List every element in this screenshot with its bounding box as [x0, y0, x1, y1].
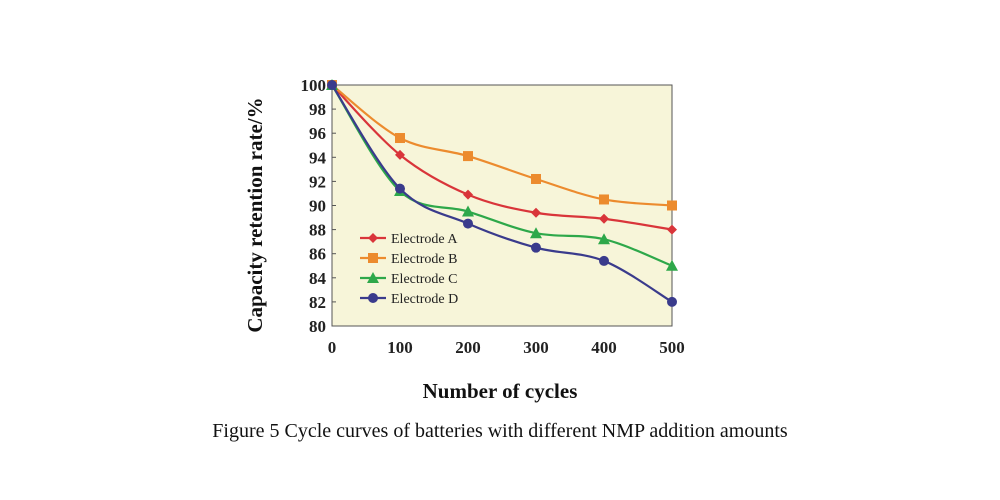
legend-marker-electrode-d — [368, 293, 378, 303]
y-tick-label: 92 — [309, 172, 326, 191]
data-point-electrode-b — [463, 151, 473, 162]
legend-label: Electrode D — [391, 292, 458, 307]
data-point-electrode-b — [395, 133, 405, 144]
legend-label: Electrode B — [391, 252, 457, 267]
data-point-electrode-c — [666, 259, 678, 271]
x-tick-label: 100 — [387, 338, 413, 357]
data-point-electrode-c — [530, 227, 542, 239]
y-tick-label: 100 — [301, 76, 327, 95]
y-tick-label: 90 — [309, 197, 326, 216]
y-tick-label: 96 — [309, 124, 326, 143]
x-tick-label: 0 — [328, 338, 337, 357]
y-tick-label: 86 — [309, 245, 326, 264]
y-tick-label: 82 — [309, 293, 326, 312]
legend-marker-electrode-a — [368, 233, 378, 243]
y-tick-label: 94 — [309, 148, 327, 167]
y-tick-label: 88 — [309, 221, 326, 240]
y-axis-label: Capacity retention rate/% — [243, 97, 267, 332]
y-tick-label: 84 — [309, 269, 327, 288]
data-point-electrode-b — [667, 200, 677, 211]
x-tick-label: 200 — [455, 338, 481, 357]
data-point-electrode-d — [395, 183, 405, 194]
x-axis-label: Number of cycles — [423, 379, 578, 403]
series-line-electrode-a — [331, 84, 673, 231]
x-tick-label: 400 — [591, 338, 617, 357]
data-point-electrode-c — [462, 205, 474, 217]
figure-caption: Figure 5 Cycle curves of batteries with … — [212, 420, 788, 442]
y-tick-label: 98 — [309, 100, 326, 119]
data-point-electrode-a — [395, 149, 405, 160]
series-line-electrode-b — [331, 84, 673, 207]
data-point-electrode-c — [598, 233, 610, 245]
data-point-electrode-d — [531, 242, 541, 253]
data-point-electrode-a — [531, 207, 541, 218]
data-point-electrode-d — [667, 296, 677, 307]
x-tick-label: 300 — [523, 338, 549, 357]
y-tick-label: 80 — [309, 317, 326, 336]
data-point-electrode-d — [463, 218, 473, 229]
legend-label: Electrode A — [391, 232, 458, 247]
data-point-electrode-a — [667, 224, 677, 235]
data-point-electrode-b — [531, 173, 541, 184]
data-point-electrode-a — [599, 213, 609, 224]
data-point-electrode-b — [599, 194, 609, 205]
x-tick-label: 500 — [659, 338, 685, 357]
data-point-electrode-a — [463, 189, 473, 200]
legend-marker-electrode-b — [368, 253, 378, 263]
data-point-electrode-d — [327, 80, 337, 90]
data-point-electrode-d — [599, 255, 609, 266]
legend-marker-electrode-c — [367, 272, 379, 283]
legend-label: Electrode C — [391, 272, 457, 287]
line-chart: 80 82 84 86 88 90 92 94 96 98 100 0 100 200 300 400 500 E… — [243, 76, 685, 403]
